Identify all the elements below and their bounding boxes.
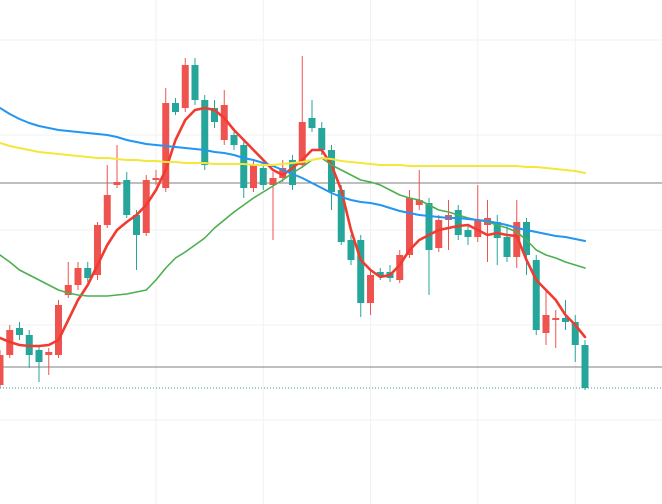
candle-body bbox=[55, 305, 62, 355]
candle-body bbox=[396, 255, 404, 280]
candle-body bbox=[474, 220, 482, 237]
candle-body bbox=[133, 215, 140, 235]
candle-body bbox=[84, 268, 92, 278]
candle-body bbox=[172, 103, 179, 112]
candle-body bbox=[298, 122, 306, 165]
candle-body bbox=[367, 275, 374, 303]
candle-body bbox=[16, 328, 23, 335]
candle-body bbox=[493, 222, 501, 238]
candle-body bbox=[191, 65, 199, 100]
moving-average-line bbox=[0, 107, 586, 242]
candle-body bbox=[0, 355, 4, 385]
candle-body bbox=[279, 168, 287, 178]
candle-body bbox=[35, 350, 43, 362]
candle-body bbox=[181, 65, 189, 108]
candle-body bbox=[259, 168, 267, 185]
candle-body bbox=[328, 150, 335, 192]
candle-body bbox=[503, 237, 511, 257]
candle-body bbox=[250, 165, 257, 188]
candle-body bbox=[415, 200, 423, 205]
candle-body bbox=[74, 268, 82, 285]
candle-body bbox=[464, 230, 472, 237]
candle-body bbox=[542, 315, 550, 333]
candle-body bbox=[152, 178, 160, 180]
candle-body bbox=[337, 190, 345, 242]
candle-body bbox=[581, 345, 589, 388]
candle-body bbox=[376, 272, 384, 276]
candle-body bbox=[211, 108, 218, 122]
candle-body bbox=[220, 105, 228, 140]
candle-body bbox=[240, 145, 248, 188]
candle-body bbox=[45, 352, 53, 355]
moving-average-line bbox=[0, 106, 587, 348]
candle-body bbox=[532, 260, 540, 330]
candle-body bbox=[571, 322, 579, 345]
moving-average-line bbox=[0, 142, 586, 174]
candle-body bbox=[406, 198, 413, 255]
candle-body bbox=[308, 118, 316, 128]
candle-body bbox=[552, 318, 560, 320]
candle-body bbox=[347, 240, 355, 260]
candle-body bbox=[269, 178, 277, 185]
candle-body bbox=[562, 318, 569, 322]
candle-body bbox=[513, 222, 521, 257]
candle-body bbox=[64, 285, 72, 295]
candle-body bbox=[425, 203, 433, 250]
candle-body bbox=[318, 128, 326, 150]
candle-body bbox=[113, 182, 121, 185]
candle-body bbox=[435, 220, 443, 248]
candle-body bbox=[523, 222, 530, 255]
candle-body bbox=[123, 180, 131, 215]
candle-body bbox=[454, 210, 462, 235]
candle-body bbox=[201, 100, 209, 165]
candle-body bbox=[103, 195, 111, 225]
candle-body bbox=[230, 135, 238, 145]
candle-body bbox=[357, 240, 365, 303]
candle-body bbox=[94, 225, 101, 275]
